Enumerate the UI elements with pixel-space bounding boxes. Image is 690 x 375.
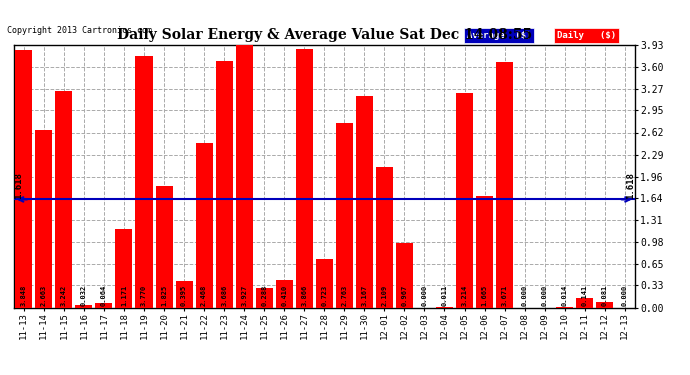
Text: 3.686: 3.686: [221, 285, 227, 306]
Bar: [596, 302, 613, 307]
Text: 0.141: 0.141: [582, 285, 588, 306]
Text: 0.081: 0.081: [602, 285, 608, 306]
Bar: [215, 61, 233, 308]
Bar: [376, 166, 393, 308]
Text: 1.171: 1.171: [121, 285, 127, 306]
Text: Average  ($): Average ($): [467, 31, 531, 40]
Bar: [115, 229, 132, 308]
Text: 1.825: 1.825: [161, 285, 167, 306]
Bar: [316, 259, 333, 308]
Title: Daily Solar Energy & Average Value Sat Dec 14 08:55: Daily Solar Energy & Average Value Sat D…: [117, 28, 532, 42]
Bar: [336, 123, 353, 308]
Text: 0.000: 0.000: [542, 285, 548, 306]
Bar: [95, 303, 112, 307]
Text: 0.032: 0.032: [81, 285, 87, 306]
Bar: [556, 307, 573, 308]
Bar: [15, 51, 32, 308]
Bar: [496, 62, 513, 308]
Text: 0.011: 0.011: [442, 285, 448, 306]
Bar: [175, 281, 193, 308]
Bar: [236, 45, 253, 308]
Text: 0.000: 0.000: [522, 285, 528, 306]
Text: 0.410: 0.410: [282, 285, 287, 306]
Text: 0.288: 0.288: [262, 285, 267, 306]
Text: 3.770: 3.770: [141, 285, 147, 306]
Bar: [456, 93, 473, 308]
Bar: [276, 280, 293, 308]
Text: 3.242: 3.242: [61, 285, 67, 306]
Text: 0.000: 0.000: [422, 285, 428, 306]
Bar: [135, 56, 152, 308]
Bar: [476, 196, 493, 308]
Text: 3.167: 3.167: [362, 285, 367, 306]
Bar: [155, 186, 172, 308]
Text: 0.000: 0.000: [622, 285, 628, 306]
Bar: [55, 91, 72, 308]
Text: 3.848: 3.848: [21, 285, 27, 306]
Text: 0.395: 0.395: [181, 285, 187, 306]
Text: 1.665: 1.665: [482, 285, 488, 306]
Bar: [396, 243, 413, 308]
Text: 1.618: 1.618: [14, 172, 23, 200]
Text: 3.866: 3.866: [302, 285, 307, 306]
Text: 0.064: 0.064: [101, 285, 107, 306]
Text: Copyright 2013 Cartronics.com: Copyright 2013 Cartronics.com: [7, 26, 152, 35]
Bar: [35, 130, 52, 308]
Text: 2.109: 2.109: [382, 285, 387, 306]
Text: 2.468: 2.468: [201, 285, 207, 306]
Bar: [576, 298, 593, 307]
Text: 1.618: 1.618: [626, 172, 635, 200]
Bar: [296, 49, 313, 308]
Bar: [436, 307, 453, 308]
Text: 0.014: 0.014: [562, 285, 568, 306]
Text: 0.967: 0.967: [402, 285, 407, 306]
Bar: [356, 96, 373, 308]
Text: 3.214: 3.214: [462, 285, 468, 306]
Bar: [195, 142, 213, 308]
Text: 0.723: 0.723: [322, 285, 327, 306]
Text: Daily   ($): Daily ($): [558, 31, 616, 40]
Text: 2.663: 2.663: [41, 285, 47, 306]
Text: 2.763: 2.763: [342, 285, 347, 306]
Text: 3.927: 3.927: [241, 285, 247, 306]
Bar: [75, 305, 92, 308]
Text: 3.671: 3.671: [502, 285, 508, 306]
Bar: [256, 288, 273, 308]
